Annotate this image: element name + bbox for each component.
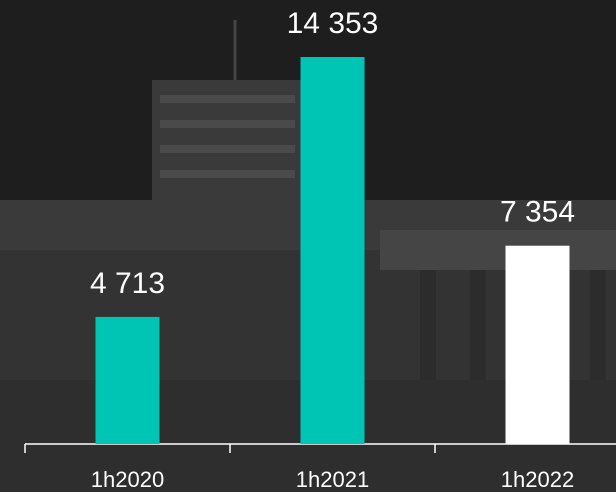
value-label: 14 353 — [287, 7, 379, 40]
x-tick-label: 1h2020 — [91, 467, 164, 492]
value-label: 4 713 — [90, 267, 165, 300]
bar — [300, 57, 365, 444]
x-tick-label: 1h2022 — [501, 467, 574, 492]
x-tick-label: 1h2021 — [296, 467, 369, 492]
bar — [95, 316, 160, 444]
bar — [505, 245, 570, 444]
value-label: 7 354 — [500, 196, 575, 229]
